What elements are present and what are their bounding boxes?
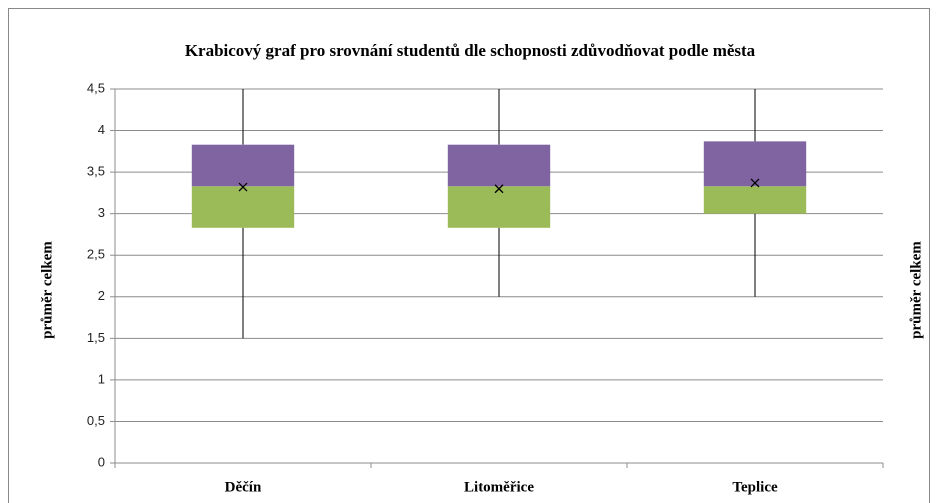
y-tick-label: 2,5 [87,247,105,262]
box-lower [703,186,807,214]
x-tick-label: Teplice [732,479,778,495]
mean-marker [238,182,248,192]
box-upper [703,141,807,187]
y-tick-label: 0 [98,454,105,469]
y-tick-label: 3,5 [87,164,105,179]
chart-title: Krabicový graf pro srovnání studentů dle… [185,41,756,60]
y-tick-label: 1 [98,371,105,386]
y-tick-label: 4 [98,122,105,137]
y-tick-label: 2 [98,288,105,303]
y2-axis-title: průměr celkem [908,241,924,339]
y-tick-label: 0,5 [87,413,105,428]
y-axis-title: průměr celkem [39,241,55,339]
box-upper [191,144,295,187]
chart-frame [8,8,930,503]
y-tick-label: 4,5 [87,80,105,95]
mean-marker [750,178,760,188]
mean-marker [494,184,504,194]
x-tick-label: Děčín [225,479,262,495]
y-tick-label: 3 [98,205,105,220]
y-tick-label: 1,5 [87,330,105,345]
x-tick-label: Litoměřice [464,479,534,495]
box-upper [447,144,551,187]
box-lower [447,186,551,228]
box-lower [191,186,295,228]
